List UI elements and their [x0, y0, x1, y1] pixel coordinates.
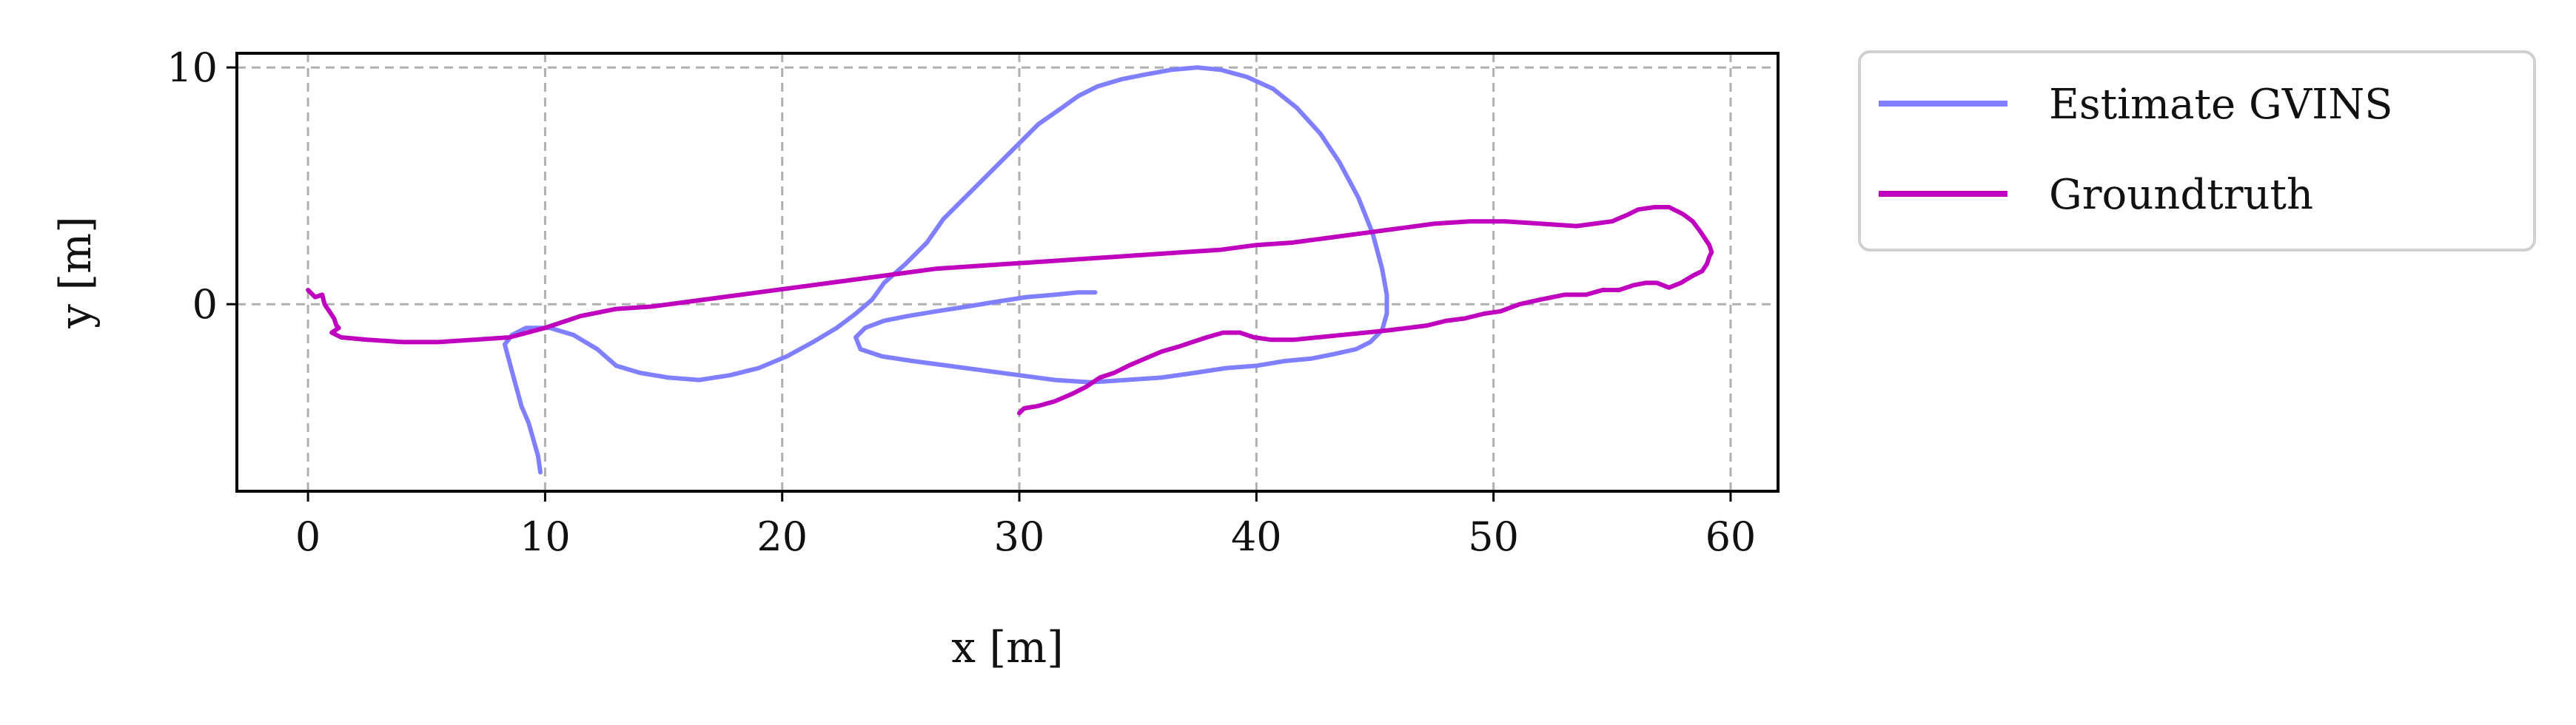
- x-tick-label: 40: [1231, 513, 1282, 560]
- legend-label-estimate-gvins: Estimate GVINS: [2049, 81, 2393, 129]
- series-line-groundtruth: [306, 205, 1714, 416]
- axis-ticks: 0 10 20 30 40 50 60 0 10: [167, 44, 1756, 560]
- x-tick-label: 60: [1705, 513, 1757, 560]
- legend-label-groundtruth: Groundtruth: [2049, 171, 2313, 219]
- x-tick-label: 0: [295, 513, 321, 560]
- y-tick-label: 0: [192, 281, 218, 328]
- x-tick-label: 30: [994, 513, 1045, 560]
- plot-frame: [235, 52, 1780, 493]
- grid-lines: [237, 53, 1778, 491]
- legend: Estimate GVINS Groundtruth: [1858, 50, 2536, 252]
- x-tick-label: 50: [1468, 513, 1519, 560]
- x-tick-label: 20: [757, 513, 808, 560]
- legend-frame: [1858, 50, 2536, 252]
- plot-lines: [306, 65, 1714, 475]
- x-axis-label: x [m]: [951, 622, 1063, 672]
- series-line-estimate-gvins: [502, 65, 1389, 475]
- y-axis-label: y [m]: [50, 216, 101, 328]
- y-tick-label: 10: [167, 44, 218, 91]
- x-tick-label: 10: [520, 513, 571, 560]
